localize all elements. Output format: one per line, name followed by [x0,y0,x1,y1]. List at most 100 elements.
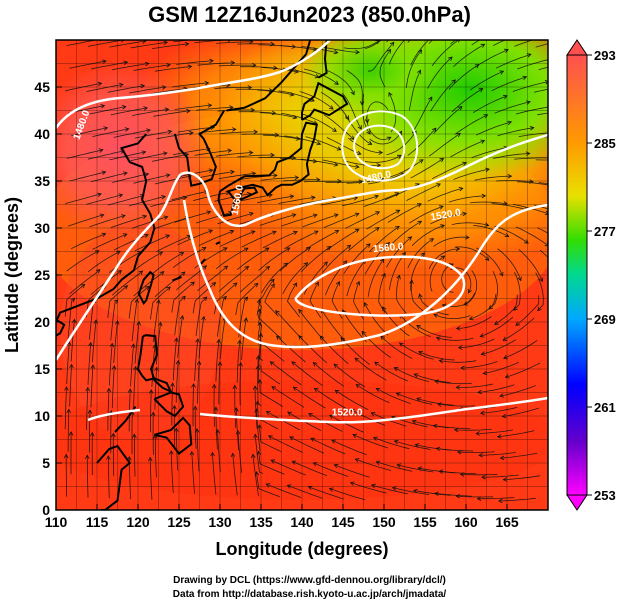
streamline [326,228,360,251]
streamline [257,355,281,385]
streamline [194,406,197,449]
streamline-arrowhead [111,365,117,370]
streamline [235,283,259,315]
streamline [173,40,193,43]
map-title: GSM 12Z16Jun2023 (850.0hPa) [148,2,471,27]
streamline-arrowhead [395,392,401,397]
streamline [215,247,249,270]
streamline-arrowhead [291,361,296,366]
streamline-arrowhead [376,163,382,168]
streamline [65,193,102,204]
streamline [535,43,548,48]
streamline [428,133,461,157]
streamline-arrowhead [374,361,379,366]
streamline-arrowhead [117,269,122,275]
x-tick-label: 135 [249,514,273,530]
streamline-arrowhead [395,225,400,231]
streamline [428,248,460,270]
streamline-arrowhead [355,384,361,389]
streamline-arrowhead [166,63,171,68]
streamline-arrowhead [386,48,392,54]
streamline [512,81,548,92]
streamline [477,497,515,500]
streamline [352,434,389,449]
streamline [171,281,195,313]
credit-drawing: Drawing by DCL (https://www.gfd-dennou.o… [173,575,446,586]
streamline [218,64,256,67]
streamline-arrowhead [333,463,339,469]
streamline [411,96,433,134]
streamline-arrowhead [256,450,262,456]
streamline-arrowhead [188,130,194,136]
streamline [406,183,441,201]
streamline [87,250,121,273]
streamline [491,76,527,92]
streamline [329,414,364,433]
streamline [414,373,451,383]
streamline [413,490,451,496]
streamline [177,315,183,358]
streamline-arrowhead [375,211,381,216]
streamline [174,104,212,110]
streamline [460,473,498,476]
streamline-arrowhead [169,450,174,455]
streamline [173,247,206,268]
streamline-arrowhead [354,357,360,362]
streamline-arrowhead [355,49,360,55]
streamline-arrowhead [85,454,90,459]
streamline [320,335,349,365]
streamline-arrowhead [121,214,126,219]
streamline [112,63,149,71]
streamline-arrowhead [227,148,233,153]
streamline-arrowhead [459,472,465,477]
streamline [192,282,216,314]
streamline-arrowhead [64,386,69,391]
streamline [130,251,163,274]
streamline [470,201,508,205]
streamline-arrowhead [412,17,416,21]
x-axis-ticks: 110 115 120 125 130 135 140 145 150 155 160 165 [45,504,519,530]
streamline-arrowhead [123,60,129,66]
streamline-arrowhead [335,280,340,286]
streamline [258,247,290,271]
x-tick-label: 110 [45,514,68,530]
colorbar: 293 285 277 269 261 253 [566,39,616,511]
streamline [407,40,411,43]
streamline [191,451,195,494]
streamline-arrowhead [164,107,170,112]
streamline-arrowhead [144,285,150,291]
streamline [214,282,238,315]
streamline-arrowhead [265,483,271,488]
streamline-arrowhead [254,471,260,476]
streamline [87,40,125,47]
coastline-segment [215,241,221,245]
streamline [539,249,548,259]
streamline [110,410,112,454]
streamline-arrowhead [163,40,169,46]
streamline [128,286,150,319]
streamline-arrowhead [271,230,277,235]
streamline [198,128,236,134]
streamline [153,217,190,230]
y-axis-label: Latitude (degrees) [2,197,22,353]
streamline-arrowhead [121,40,125,43]
x-axis-label: Longitude (degrees) [215,539,388,559]
streamline [535,272,544,311]
streamline-arrowhead [438,358,444,364]
contour-1520-south [87,396,548,424]
streamline-arrowhead [165,234,171,239]
streamline [397,464,434,473]
streamline [261,177,299,181]
streamline [538,66,548,71]
streamline [113,129,151,138]
streamline [212,452,217,495]
colorbar-tick-label: 277 [594,224,616,239]
streamline [130,41,168,49]
streamline-arrowhead [232,384,238,390]
colorbar-tick-label: 253 [594,488,616,503]
streamline-arrowhead [476,496,482,501]
streamline-arrowhead [336,146,342,151]
streamline-arrowhead [124,127,130,132]
contour-label: 1520.0 [332,407,363,418]
streamline [134,234,170,252]
